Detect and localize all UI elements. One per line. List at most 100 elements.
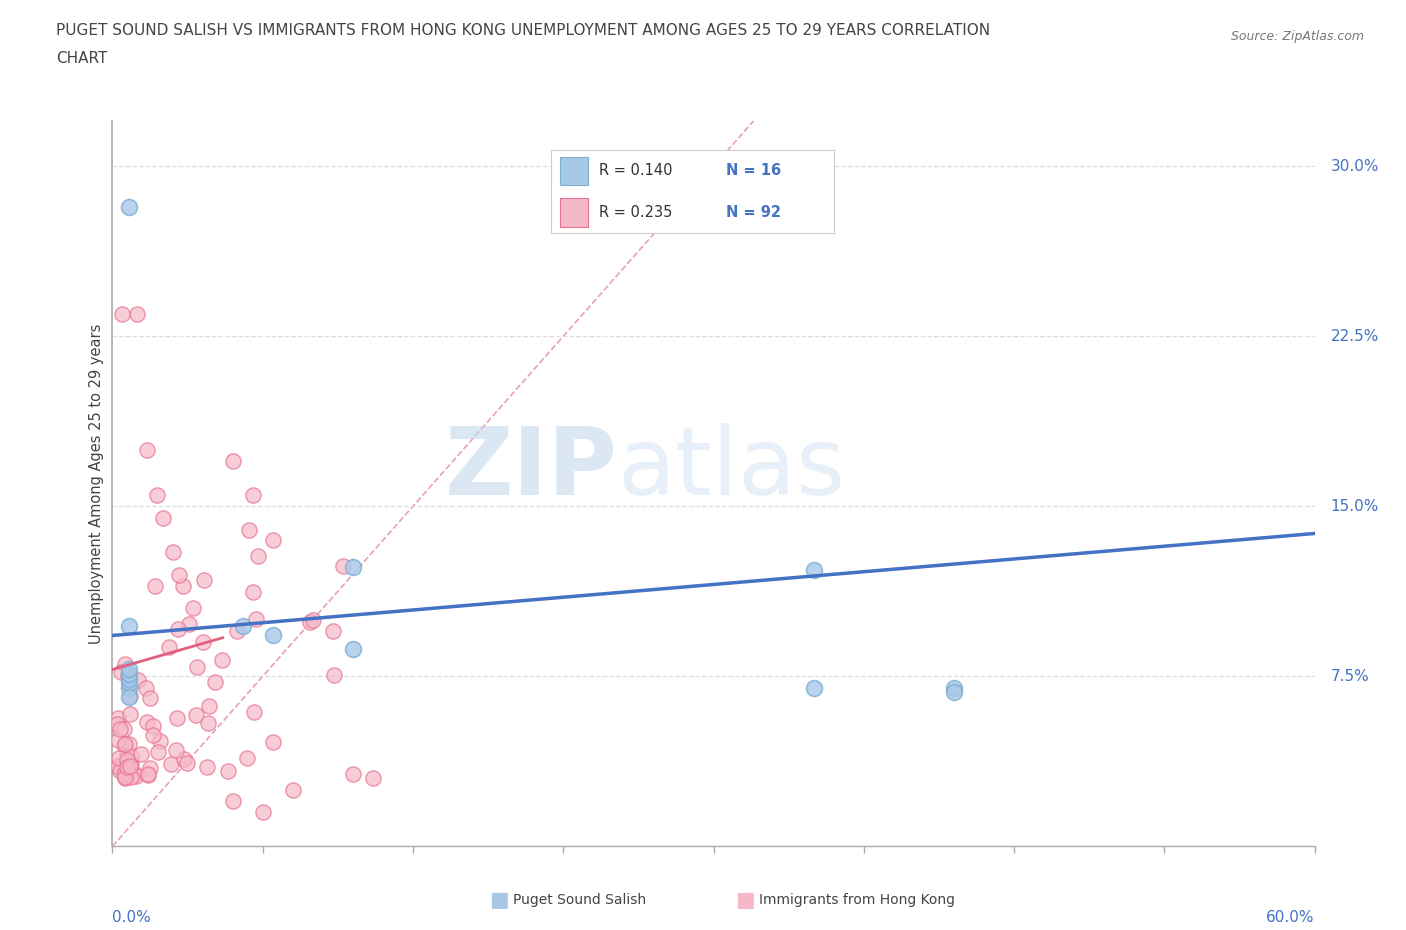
Point (118, 737, 141, 751)
Point (131, 746, 153, 761)
Point (803, 563, 825, 578)
Point (165, 743, 187, 758)
Point (114, 770, 136, 785)
Point (262, 628, 284, 643)
Point (117, 680, 139, 695)
Text: CHART: CHART (56, 51, 108, 66)
Point (242, 585, 264, 600)
Point (177, 617, 200, 631)
Point (299, 615, 322, 630)
Point (942, 684, 965, 699)
Point (176, 756, 198, 771)
Point (114, 657, 136, 671)
Text: ZIP: ZIP (444, 423, 617, 515)
Point (135, 442, 157, 457)
Point (302, 612, 325, 627)
Point (117, 689, 139, 704)
Point (112, 737, 135, 752)
Point (146, 744, 169, 759)
Point (342, 642, 364, 657)
Point (159, 757, 181, 772)
Point (117, 667, 139, 682)
Point (186, 659, 208, 674)
Point (217, 764, 239, 778)
Text: ■: ■ (735, 890, 755, 910)
Text: N = 92: N = 92 (727, 205, 782, 220)
Point (108, 722, 131, 737)
Text: 60.0%: 60.0% (1267, 910, 1315, 924)
Point (322, 668, 344, 683)
Point (184, 707, 207, 722)
Point (167, 567, 190, 582)
Point (143, 578, 166, 593)
Point (120, 758, 142, 773)
Point (105, 716, 128, 731)
Point (136, 766, 159, 781)
Point (322, 623, 344, 638)
Point (135, 715, 157, 730)
Point (211, 653, 233, 668)
Text: 7.5%: 7.5% (1330, 669, 1369, 684)
Point (114, 737, 136, 751)
Point (110, 758, 132, 773)
Point (262, 735, 284, 750)
Point (136, 767, 159, 782)
Text: 15.0%: 15.0% (1330, 498, 1379, 513)
Point (246, 549, 269, 564)
Point (236, 751, 259, 765)
Text: R = 0.140: R = 0.140 (599, 164, 673, 179)
Point (107, 759, 129, 774)
Point (117, 619, 139, 634)
Point (117, 200, 139, 215)
Point (172, 578, 194, 593)
Y-axis label: Unemployment Among Ages 25 to 29 years: Unemployment Among Ages 25 to 29 years (89, 324, 104, 644)
Point (107, 711, 129, 725)
Point (332, 558, 354, 573)
Text: ■: ■ (489, 890, 509, 910)
Point (197, 716, 219, 731)
Point (120, 749, 142, 764)
Point (142, 728, 165, 743)
Point (162, 544, 184, 559)
Point (252, 804, 274, 819)
Point (117, 675, 139, 690)
Point (242, 487, 264, 502)
Point (195, 760, 218, 775)
Point (342, 766, 364, 781)
Point (232, 619, 254, 634)
Point (120, 688, 142, 703)
Text: R = 0.235: R = 0.235 (599, 205, 672, 220)
Point (238, 523, 260, 538)
Point (222, 793, 245, 808)
Text: N = 16: N = 16 (727, 164, 782, 179)
Text: 30.0%: 30.0% (1330, 159, 1379, 174)
Point (135, 681, 157, 696)
Point (117, 748, 139, 763)
Point (942, 680, 965, 695)
Point (112, 722, 135, 737)
Point (145, 487, 167, 502)
Point (118, 707, 141, 722)
Bar (560, 156, 588, 185)
Point (149, 734, 172, 749)
Point (197, 698, 219, 713)
Point (110, 665, 132, 680)
Point (108, 751, 131, 765)
Point (167, 621, 190, 636)
Point (157, 640, 180, 655)
Point (803, 680, 825, 695)
Point (111, 306, 134, 321)
Text: Puget Sound Salish: Puget Sound Salish (513, 893, 647, 908)
Point (117, 662, 139, 677)
Point (191, 635, 214, 650)
Text: Immigrants from Hong Kong: Immigrants from Hong Kong (759, 893, 955, 908)
Point (117, 759, 139, 774)
Point (124, 766, 146, 781)
Point (115, 752, 138, 767)
Point (181, 601, 204, 616)
Point (204, 674, 226, 689)
Text: 22.5%: 22.5% (1330, 328, 1379, 344)
Point (124, 768, 146, 783)
Text: atlas: atlas (617, 423, 845, 515)
Text: PUGET SOUND SALISH VS IMMIGRANTS FROM HONG KONG UNEMPLOYMENT AMONG AGES 25 TO 29: PUGET SOUND SALISH VS IMMIGRANTS FROM HO… (56, 23, 990, 38)
